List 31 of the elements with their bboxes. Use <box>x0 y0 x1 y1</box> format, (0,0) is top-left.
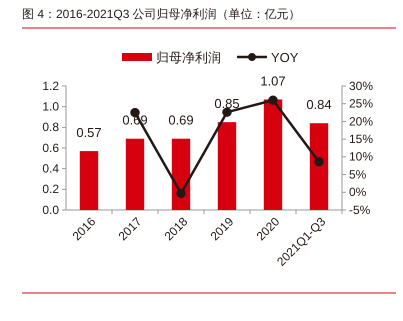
point <box>176 188 186 198</box>
y-tick-label: 0.2 <box>42 182 60 196</box>
data-label: 0.84 <box>306 97 332 112</box>
chart-title: 图 4：2016-2021Q3 公司归母净利润（单位：亿元） <box>22 7 301 21</box>
bar <box>264 99 282 210</box>
data-label: 1.07 <box>260 73 286 88</box>
y-tick-label: 1.2 <box>42 78 60 93</box>
y2-tick-label: 25% <box>349 96 374 111</box>
legend-label: 归母净利润 <box>156 50 221 65</box>
y2-tick-label: -5% <box>349 202 371 217</box>
y2-tick-label: 10% <box>349 150 374 164</box>
bar <box>80 151 98 210</box>
y-tick-label: 0.6 <box>42 140 60 155</box>
y-tick-label: 0.8 <box>42 120 60 134</box>
bar <box>310 123 328 210</box>
y2-tick-label: 20% <box>349 114 374 128</box>
bar <box>126 138 144 210</box>
y-tick-label: 1.0 <box>42 100 60 114</box>
bar <box>218 122 236 210</box>
y2-tick-label: 5% <box>349 167 367 182</box>
data-label: 0.85 <box>214 96 240 112</box>
data-label: 0.57 <box>76 125 102 140</box>
y-tick-label: 0.0 <box>42 202 60 217</box>
data-label: 0.69 <box>168 112 194 128</box>
legend-label: YOY <box>271 50 299 65</box>
y2-tick-label: 30% <box>349 78 374 93</box>
point <box>268 95 278 105</box>
y2-tick-label: 0% <box>349 185 367 200</box>
y-tick-label: 0.4 <box>42 162 60 176</box>
point <box>314 157 324 167</box>
y2-tick-label: 15% <box>349 132 374 146</box>
